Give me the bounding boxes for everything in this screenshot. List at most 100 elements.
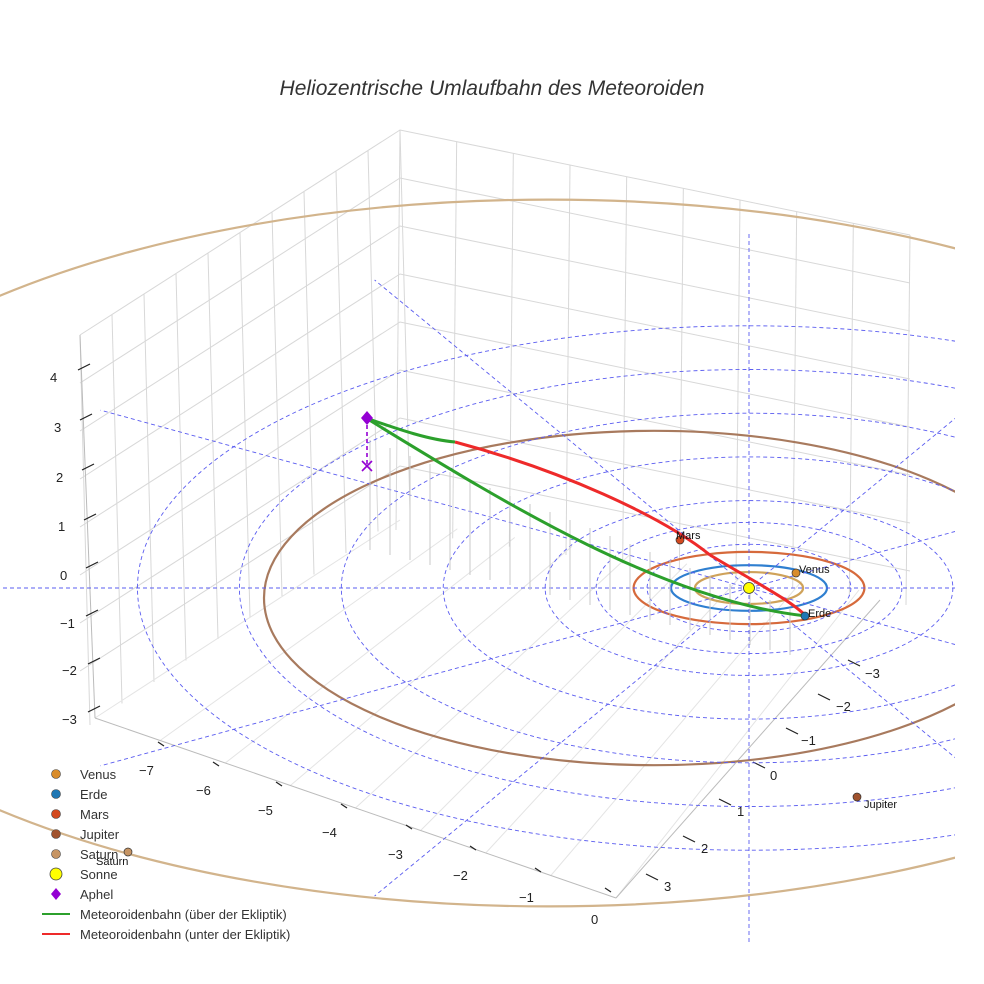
x-tick-label: −3 <box>388 847 403 862</box>
y-axis-ticks: −3 −2 −1 0 1 2 3 <box>664 666 880 894</box>
legend-marker <box>51 809 61 819</box>
legend-item-meteoroid-below[interactable]: Meteoroidenbahn (unter der Ekliptik) <box>42 927 290 942</box>
tick-mark <box>275 781 283 787</box>
grid-line <box>79 225 911 432</box>
grid-line <box>79 334 91 726</box>
y-tick-label: 3 <box>664 879 671 894</box>
jupiter-marker <box>852 792 862 802</box>
legend-label: Meteoroidenbahn (unter der Ekliptik) <box>80 927 290 942</box>
legend-label: Meteoroidenbahn (über der Ekliptik) <box>80 907 287 922</box>
z-axis-ticks: −3 −2 −1 0 1 2 3 4 <box>50 370 77 727</box>
grid-line <box>622 176 628 564</box>
mars-marker <box>675 535 685 545</box>
meteoroid-below <box>454 440 711 557</box>
tick-mark <box>645 873 659 881</box>
axis-line <box>79 334 96 719</box>
legend-marker <box>51 829 61 839</box>
legend: Venus Erde Mars Jupiter Saturn Sonne Aph… <box>42 767 290 942</box>
tick-mark <box>340 803 348 809</box>
grid-line <box>508 153 514 547</box>
saturn-marker <box>123 847 133 857</box>
planet-orbits <box>0 198 955 908</box>
tick-mark <box>847 659 861 667</box>
grid-line <box>79 321 911 528</box>
tick-mark <box>817 693 831 701</box>
meteoroid-orbit <box>361 416 808 655</box>
z-tick-label: −1 <box>60 616 75 631</box>
tick-mark <box>718 798 732 806</box>
x-tick-label: −2 <box>453 868 468 883</box>
x-axis-ticks: −7 −6 −5 −4 −3 −2 −1 0 <box>139 763 598 927</box>
tick-mark <box>785 727 799 735</box>
grid-line <box>111 314 123 704</box>
legend-item-mars[interactable]: Mars <box>51 807 110 822</box>
chart-title: Heliozentrische Umlaufbahn des Meteoroid… <box>280 77 705 100</box>
grid-line <box>79 369 911 576</box>
y-tick-label: 2 <box>701 841 708 856</box>
legend-item-aphel[interactable]: Aphel <box>51 887 113 902</box>
legend-label: Sonne <box>80 867 118 882</box>
ecliptic-spoke <box>748 417 955 589</box>
tick-mark <box>87 657 101 665</box>
legend-item-saturn[interactable]: Saturn <box>51 847 119 862</box>
orbit-saturn <box>0 198 955 908</box>
sun-marker <box>743 582 755 594</box>
grid-line <box>485 572 745 854</box>
grid-line <box>355 554 630 809</box>
x-tick-label: −4 <box>322 825 337 840</box>
grid-line <box>565 164 571 556</box>
x-tick-label: 0 <box>591 912 598 927</box>
tick-mark <box>682 835 696 843</box>
legend-label: Venus <box>80 767 117 782</box>
tick-mark <box>212 761 220 767</box>
erde-marker <box>800 611 810 621</box>
ecliptic-spoke <box>748 587 955 759</box>
y-tick-label: 0 <box>770 768 777 783</box>
legend-item-meteoroid-above[interactable]: Meteoroidenbahn (über der Ekliptik) <box>42 907 287 922</box>
legend-item-jupiter[interactable]: Jupiter <box>51 827 120 842</box>
z-tick-label: 1 <box>58 519 65 534</box>
grid-lines <box>77 129 911 899</box>
mars-label: Mars <box>676 530 701 542</box>
ecliptic-spoke <box>748 531 955 589</box>
grid-line <box>367 150 379 532</box>
axis-line <box>94 717 617 899</box>
tick-mark <box>85 609 99 617</box>
legend-marker <box>49 867 63 881</box>
z-tick-label: 4 <box>50 370 57 385</box>
legend-item-venus[interactable]: Venus <box>51 767 117 782</box>
legend-label: Erde <box>80 787 107 802</box>
grid-line <box>79 129 911 336</box>
tick-mark <box>534 867 542 873</box>
z-tick-label: −2 <box>62 663 77 678</box>
grid-line <box>290 545 573 786</box>
y-tick-label: 1 <box>737 804 744 819</box>
ecliptic-spoke <box>100 587 750 767</box>
legend-label: Mars <box>80 807 109 822</box>
legend-marker <box>51 769 61 779</box>
legend-item-erde[interactable]: Erde <box>51 787 108 802</box>
ecliptic-spoke <box>100 409 750 589</box>
y-tick-label: −3 <box>865 666 880 681</box>
legend-item-sonne[interactable]: Sonne <box>49 867 118 882</box>
aphel-projection <box>361 460 373 472</box>
tick-mark <box>469 845 477 851</box>
legend-label: Saturn <box>80 847 118 862</box>
tick-mark <box>79 413 93 421</box>
y-tick-label: −2 <box>836 699 851 714</box>
tick-mark <box>81 463 95 471</box>
legend-label: Jupiter <box>80 827 120 842</box>
venus-label: Venus <box>799 564 830 576</box>
legend-marker <box>51 849 61 859</box>
grid-line <box>79 177 911 384</box>
orbit-jupiter <box>263 429 955 767</box>
tick-mark <box>83 513 97 521</box>
x-tick-label: −5 <box>258 803 273 818</box>
tick-mark <box>157 741 165 747</box>
legend-label: Aphel <box>80 887 113 902</box>
grid-line <box>395 129 401 531</box>
grid-line <box>239 232 251 618</box>
ecliptic-spoke <box>748 587 955 645</box>
x-tick-label: −6 <box>196 783 211 798</box>
